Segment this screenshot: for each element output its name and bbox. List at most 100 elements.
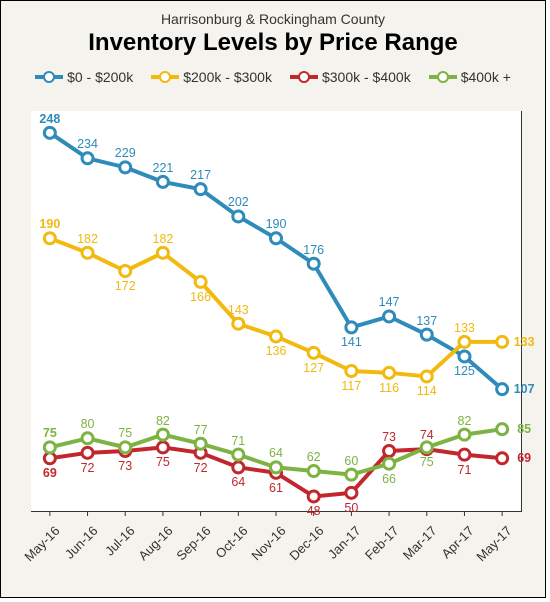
value-label: 176: [303, 243, 324, 257]
data-marker: [308, 491, 319, 502]
data-marker: [308, 258, 319, 269]
data-marker: [459, 429, 470, 440]
data-marker: [44, 127, 55, 138]
legend-item: $0 - $200k: [35, 69, 133, 85]
value-label: 107: [514, 382, 535, 396]
data-marker: [497, 384, 508, 395]
data-marker: [195, 276, 206, 287]
data-marker: [459, 351, 470, 362]
value-label: 85: [517, 422, 531, 436]
value-label: 77: [194, 423, 208, 437]
value-label: 229: [115, 146, 136, 160]
value-label: 234: [77, 137, 98, 151]
value-label: 72: [81, 461, 95, 475]
value-label: 190: [39, 217, 60, 231]
value-label: 166: [190, 290, 211, 304]
legend-item: $400k +: [429, 69, 511, 85]
data-marker: [233, 449, 244, 460]
data-marker: [195, 184, 206, 195]
value-label: 64: [231, 475, 245, 489]
value-label: 72: [194, 461, 208, 475]
value-label: 64: [269, 446, 283, 460]
data-marker: [82, 153, 93, 164]
data-marker: [384, 367, 395, 378]
value-label: 133: [514, 335, 535, 349]
data-marker: [384, 311, 395, 322]
value-label: 50: [344, 501, 358, 515]
data-marker: [271, 331, 282, 342]
value-label: 182: [77, 232, 98, 246]
value-label: 141: [341, 335, 362, 349]
legend-marker-icon: [429, 71, 457, 83]
value-label: 71: [231, 434, 245, 448]
data-marker: [271, 462, 282, 473]
value-label: 143: [228, 303, 249, 317]
data-marker: [44, 233, 55, 244]
value-label: 73: [382, 430, 396, 444]
legend-marker-icon: [35, 71, 63, 83]
data-marker: [195, 438, 206, 449]
data-marker: [346, 487, 357, 498]
data-marker: [157, 429, 168, 440]
value-label: 217: [190, 168, 211, 182]
value-label: 172: [115, 279, 136, 293]
value-label: 82: [458, 414, 472, 428]
legend-item: $200k - $300k: [151, 69, 272, 85]
value-label: 221: [152, 161, 173, 175]
data-marker: [421, 442, 432, 453]
data-marker: [82, 447, 93, 458]
legend-label: $300k - $400k: [322, 69, 411, 85]
value-label: 62: [307, 450, 321, 464]
data-marker: [157, 247, 168, 258]
data-marker: [233, 211, 244, 222]
data-marker: [120, 162, 131, 173]
data-marker: [271, 233, 282, 244]
data-marker: [497, 336, 508, 347]
value-label: 66: [382, 472, 396, 486]
value-label: 82: [156, 414, 170, 428]
data-marker: [44, 453, 55, 464]
data-marker: [157, 442, 168, 453]
data-marker: [421, 371, 432, 382]
data-marker: [157, 176, 168, 187]
value-label: 182: [152, 232, 173, 246]
data-marker: [497, 424, 508, 435]
data-marker: [308, 347, 319, 358]
data-marker: [233, 318, 244, 329]
value-label: 69: [43, 466, 57, 480]
value-label: 74: [420, 428, 434, 442]
data-marker: [346, 322, 357, 333]
value-label: 73: [118, 459, 132, 473]
value-label: 117: [341, 379, 361, 393]
data-marker: [82, 247, 93, 258]
data-marker: [384, 446, 395, 457]
value-label: 136: [266, 344, 287, 358]
data-marker: [421, 329, 432, 340]
value-label: 190: [266, 217, 287, 231]
data-marker: [346, 469, 357, 480]
value-label: 71: [458, 463, 472, 477]
legend: $0 - $200k $200k - $300k $300k - $400k $400…: [1, 69, 545, 85]
value-label: 61: [269, 481, 283, 495]
subtitle: Harrisonburg & Rockingham County: [1, 11, 545, 27]
plot-area: 2482342292212172021901761411471371251071…: [31, 111, 522, 512]
data-marker: [308, 466, 319, 477]
value-label: 125: [454, 364, 475, 378]
value-label: 116: [379, 381, 399, 395]
data-marker: [120, 442, 131, 453]
data-marker: [82, 433, 93, 444]
data-marker: [459, 449, 470, 460]
data-marker: [233, 462, 244, 473]
legend-label: $400k +: [461, 69, 511, 85]
value-label: 137: [416, 314, 437, 328]
value-label: 147: [379, 295, 400, 309]
value-label: 248: [39, 112, 60, 126]
value-label: 75: [43, 426, 57, 440]
value-label: 127: [303, 361, 324, 375]
data-marker: [497, 453, 508, 464]
data-marker: [120, 266, 131, 277]
value-label: 114: [417, 384, 437, 398]
title: Inventory Levels by Price Range: [1, 29, 545, 57]
value-label: 80: [81, 417, 95, 431]
value-label: 60: [344, 454, 358, 468]
